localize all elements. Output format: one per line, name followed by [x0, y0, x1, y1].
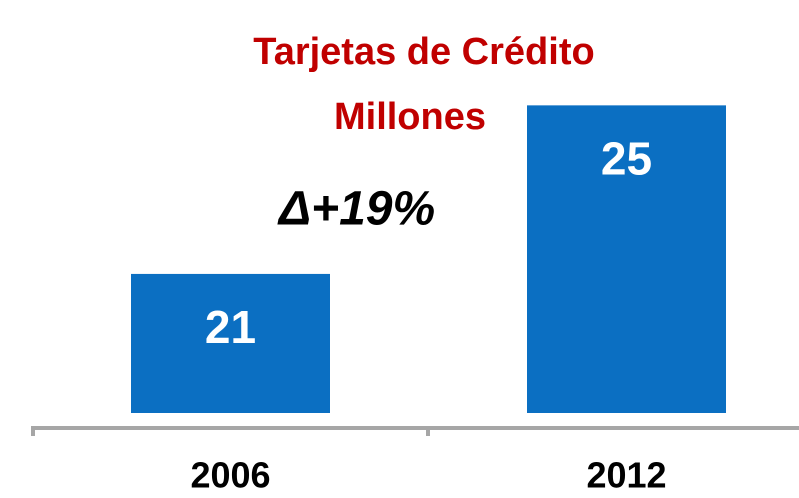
x-tick-label: 2006: [190, 455, 270, 496]
x-tick-label: 2012: [586, 455, 666, 496]
chart-title: Tarjetas de Crédito: [253, 31, 594, 73]
value-label: 25: [601, 133, 652, 185]
bar: [527, 105, 726, 413]
bar: [131, 273, 330, 413]
value-label: 21: [205, 301, 256, 353]
annotation: Δ+19%: [277, 183, 435, 236]
chart-subtitle: Millones: [334, 96, 486, 138]
